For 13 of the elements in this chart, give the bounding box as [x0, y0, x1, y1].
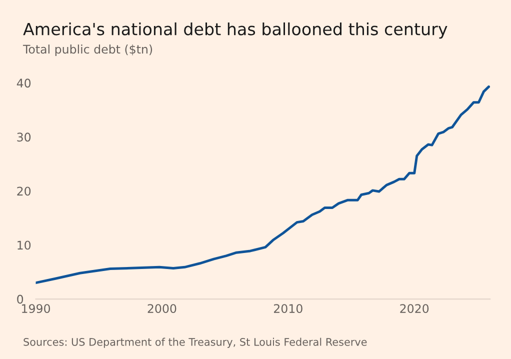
y-tick-label: 30: [17, 132, 31, 142]
y-tick-label: 0: [17, 294, 24, 304]
x-tick-label: 2000: [148, 304, 176, 314]
x-tick-label: 2020: [400, 304, 429, 314]
x-tick-label: 1990: [22, 304, 50, 314]
chart-title: America's national debt has ballooned this century: [23, 22, 448, 39]
y-tick-label: 40: [16, 78, 31, 88]
chart-subtitle: Total public debt ($tn): [22, 44, 152, 56]
line-series: [36, 85, 490, 284]
x-tick-label: 2010: [274, 304, 302, 314]
source-note: Sources: US Department of the Treasury, St Louis Federal Reserve: [24, 338, 367, 348]
y-tick-label: 10: [18, 240, 31, 250]
y-tick-label: 20: [17, 186, 31, 196]
